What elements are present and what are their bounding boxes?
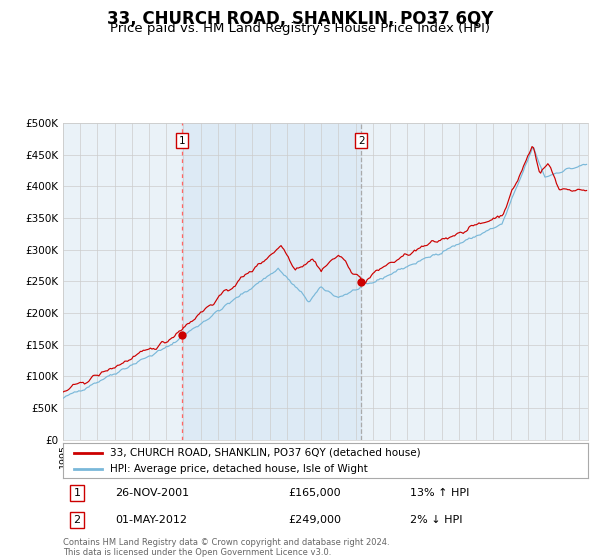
Text: Price paid vs. HM Land Registry's House Price Index (HPI): Price paid vs. HM Land Registry's House … [110,22,490,35]
Text: HPI: Average price, detached house, Isle of Wight: HPI: Average price, detached house, Isle… [110,464,368,474]
Text: 33, CHURCH ROAD, SHANKLIN, PO37 6QY (detached house): 33, CHURCH ROAD, SHANKLIN, PO37 6QY (det… [110,447,421,458]
Text: 2% ↓ HPI: 2% ↓ HPI [409,515,462,525]
Text: 2: 2 [358,136,365,146]
Text: 1: 1 [74,488,80,498]
Bar [182,123,361,440]
Text: 26-NOV-2001: 26-NOV-2001 [115,488,190,498]
Text: £165,000: £165,000 [289,488,341,498]
Text: Contains HM Land Registry data © Crown copyright and database right 2024.
This d: Contains HM Land Registry data © Crown c… [63,538,389,557]
Text: 2: 2 [74,515,80,525]
Text: 01-MAY-2012: 01-MAY-2012 [115,515,187,525]
Text: £249,000: £249,000 [289,515,342,525]
Text: 1: 1 [179,136,185,146]
Text: 13% ↑ HPI: 13% ↑ HPI [409,488,469,498]
Text: 33, CHURCH ROAD, SHANKLIN, PO37 6QY: 33, CHURCH ROAD, SHANKLIN, PO37 6QY [107,10,493,28]
